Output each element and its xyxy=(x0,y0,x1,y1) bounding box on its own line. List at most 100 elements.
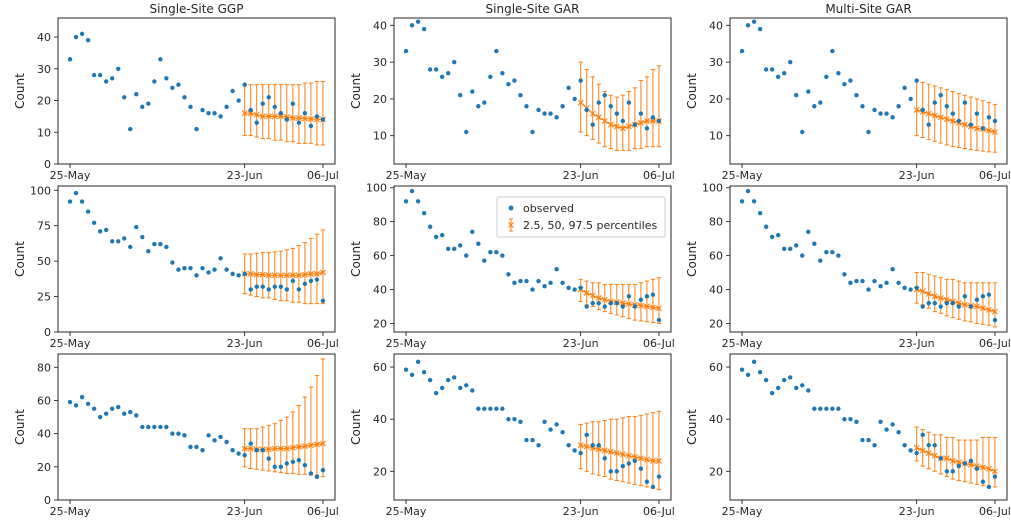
median-marker xyxy=(961,121,968,128)
y-tick-label: 100 xyxy=(366,182,387,195)
axes-frame xyxy=(57,185,336,333)
observed-point xyxy=(968,458,974,464)
observed-point xyxy=(818,100,823,105)
observed-point xyxy=(242,453,247,458)
observed-point xyxy=(578,450,583,456)
median-marker xyxy=(295,443,302,450)
observed-point xyxy=(494,48,499,54)
observed-point xyxy=(769,234,775,240)
x-tick-label: 23-Jun xyxy=(227,169,263,182)
observed-point xyxy=(908,287,913,292)
y-axis-label: Count xyxy=(685,241,699,277)
observed-point xyxy=(739,48,745,54)
axes-frame xyxy=(57,353,336,501)
observed-point xyxy=(524,278,529,284)
observed-point xyxy=(194,444,199,450)
observed-point xyxy=(170,260,175,265)
observed-point xyxy=(884,427,889,432)
axes-frame xyxy=(393,185,672,333)
observed-point xyxy=(812,241,817,246)
observed-point xyxy=(769,67,775,72)
y-tick-label: 40 xyxy=(37,31,51,44)
y-tick-label: 80 xyxy=(37,361,51,374)
axes-frame xyxy=(729,185,1008,333)
observed-point xyxy=(860,278,865,284)
observed-point xyxy=(85,209,91,214)
observed-point xyxy=(320,117,326,122)
observed-point xyxy=(79,199,85,204)
x-tick-label: 25-May xyxy=(386,169,427,182)
observed-point xyxy=(254,284,259,289)
observed-point xyxy=(763,377,769,383)
median-marker xyxy=(307,442,314,449)
median-marker xyxy=(271,445,278,452)
observed-point xyxy=(800,383,805,388)
observed-point xyxy=(878,283,883,289)
observed-point xyxy=(290,278,296,284)
observed-point xyxy=(224,104,229,110)
observed-point xyxy=(920,432,925,438)
observed-point xyxy=(656,118,662,124)
observed-point xyxy=(278,464,284,470)
median-marker xyxy=(925,450,932,457)
x-tick-label: 06-Jul xyxy=(979,169,1011,182)
y-tick-label: 40 xyxy=(709,413,723,426)
observed-point xyxy=(116,66,121,71)
median-marker xyxy=(955,300,962,307)
observed-point xyxy=(200,448,205,453)
median-marker xyxy=(961,301,968,308)
median-marker xyxy=(307,115,314,122)
observed-point xyxy=(812,104,817,109)
observed-point xyxy=(962,294,968,299)
median-marker xyxy=(577,99,584,106)
observed-point xyxy=(421,370,427,375)
observed-point xyxy=(488,250,493,255)
observed-point xyxy=(608,469,613,474)
observed-point xyxy=(85,401,91,406)
observed-point xyxy=(578,285,583,291)
observed-point xyxy=(182,266,187,271)
observed-point xyxy=(266,95,271,100)
median-marker xyxy=(247,110,254,117)
observed-point xyxy=(302,462,308,468)
median-marker xyxy=(991,308,998,315)
observed-point xyxy=(644,294,650,299)
observed-point xyxy=(284,461,290,466)
median-marker xyxy=(613,450,620,457)
observed-point xyxy=(73,190,79,196)
median-marker xyxy=(655,305,662,312)
observed-point xyxy=(650,484,656,490)
median-marker xyxy=(949,457,956,464)
observed-point xyxy=(500,70,505,76)
x-tick-label: 25-May xyxy=(386,505,427,518)
observed-point xyxy=(956,463,962,469)
observed-point xyxy=(248,107,253,113)
median-marker xyxy=(601,117,608,124)
observed-point xyxy=(122,411,127,416)
median-marker xyxy=(583,289,590,296)
observed-point xyxy=(896,280,901,285)
observed-point xyxy=(128,409,133,415)
median-marker xyxy=(925,290,932,297)
median-marker xyxy=(277,113,284,120)
median-marker xyxy=(925,110,932,117)
median-marker xyxy=(931,293,938,300)
observed-point xyxy=(200,107,205,113)
observed-point xyxy=(650,292,656,297)
x-tick-label: 25-May xyxy=(386,337,427,350)
observed-point xyxy=(944,104,949,109)
axes-frame xyxy=(729,17,1008,165)
panel-r1-c1: 0 10 20 30 40 25-May 23-Jun 06-Jul Count Single-S… xyxy=(13,2,339,182)
observed-point xyxy=(158,57,163,62)
observed-point xyxy=(458,93,463,98)
observed-point xyxy=(596,300,601,306)
observed-point xyxy=(745,23,751,28)
median-marker xyxy=(949,117,956,124)
observed-point xyxy=(482,100,487,105)
x-tick-label: 25-May xyxy=(50,337,91,350)
y-tick-label: 75 xyxy=(37,220,51,233)
x-tick-label: 06-Jul xyxy=(307,337,339,350)
observed-point xyxy=(433,390,439,396)
observed-point xyxy=(626,461,632,466)
observed-point xyxy=(656,474,662,479)
